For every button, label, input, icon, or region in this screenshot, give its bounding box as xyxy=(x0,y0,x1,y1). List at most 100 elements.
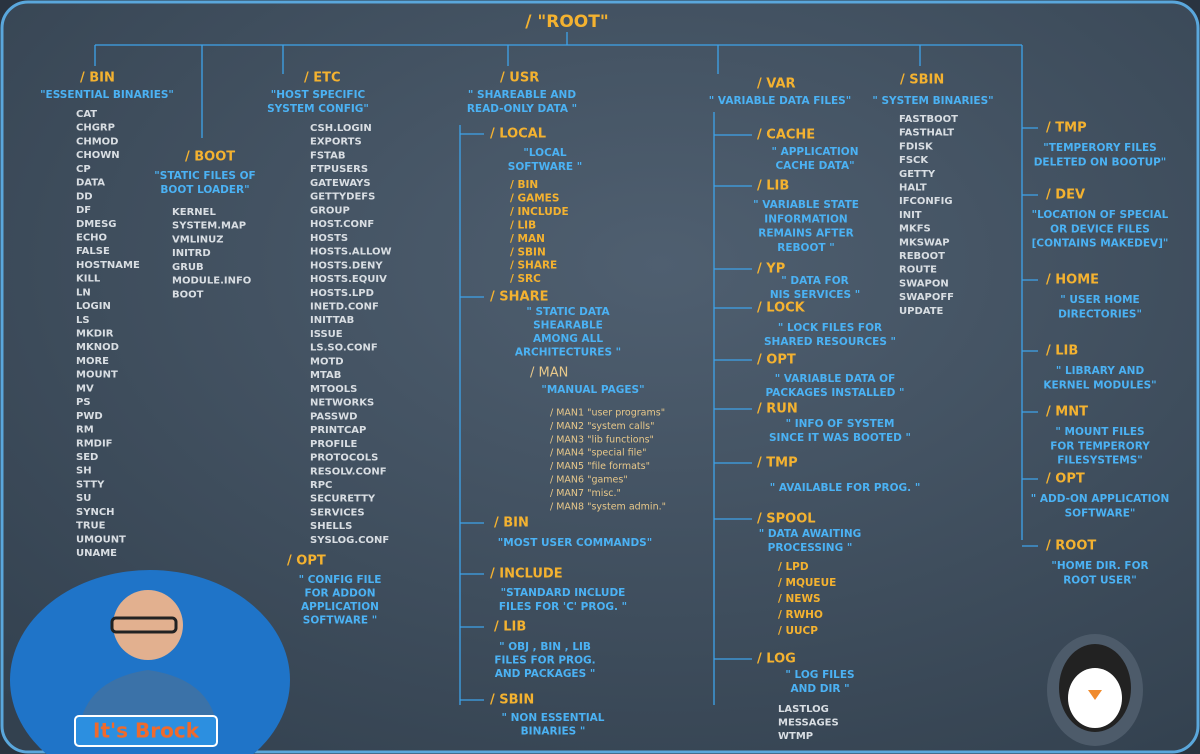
folder-item: MKSWAP xyxy=(899,237,950,248)
folder-title: / TMP xyxy=(1046,121,1087,136)
folder-title: / LOG xyxy=(757,652,796,667)
folder-item: / SBIN xyxy=(510,246,546,258)
folder-item: / INCLUDE xyxy=(510,206,569,218)
folder-item: / MAN2 "system calls" xyxy=(550,421,654,432)
folder-title: / OPT xyxy=(1046,472,1085,487)
folder-desc: SYSTEM CONFIG" xyxy=(267,103,369,115)
folder-item: FTPUSERS xyxy=(310,164,368,175)
folder-title: / LOCK xyxy=(757,301,806,316)
folder-desc: "MOST USER COMMANDS" xyxy=(498,537,652,549)
folder-item: DF xyxy=(76,205,91,216)
folder-item: MTOOLS xyxy=(310,384,357,395)
folder-item: MKNOD xyxy=(76,342,119,353)
folder-desc: PROCESSING " xyxy=(768,542,853,554)
folder-desc: AMONG ALL xyxy=(533,333,603,345)
folder-desc: KERNEL MODULES" xyxy=(1043,379,1156,391)
folder-desc: "HOME DIR. FOR xyxy=(1051,560,1148,572)
folder-item: MOUNT xyxy=(76,370,118,381)
folder-item: LOGIN xyxy=(76,301,111,312)
folder-title: / YP xyxy=(757,262,785,277)
folder-desc: APPLICATION xyxy=(301,601,379,613)
branch-line xyxy=(713,112,752,705)
folder-item: INITRD xyxy=(172,248,211,259)
folder-item: / NEWS xyxy=(778,593,821,605)
folder-item: SYSLOG.CONF xyxy=(310,535,389,546)
folder-item: RESOLV.CONF xyxy=(310,466,387,477)
folder-desc: ROOT USER" xyxy=(1063,574,1137,586)
folder-title: / BIN xyxy=(80,71,115,86)
folder-desc: "MANUAL PAGES" xyxy=(541,384,644,396)
folder-item: FDISK xyxy=(899,141,934,152)
folder-item: FASTBOOT xyxy=(899,114,958,125)
folder-desc: SOFTWARE" xyxy=(1065,507,1136,519)
folder-item: DD xyxy=(76,191,93,202)
badge xyxy=(74,715,218,747)
folder-title: / SPOOL xyxy=(757,512,816,527)
folder-item: MOTD xyxy=(310,356,344,367)
folder-item: SWAPON xyxy=(899,278,949,289)
folder-item: FASTHALT xyxy=(899,128,954,139)
folder-item: DATA xyxy=(76,178,105,189)
folder-title: / BIN xyxy=(494,516,529,531)
folder-desc: " MOUNT FILES xyxy=(1055,426,1144,438)
folder-desc: "ESSENTIAL BINARIES" xyxy=(40,89,174,101)
folder-title: / LIB xyxy=(1046,344,1078,359)
folder-item: TRUE xyxy=(76,521,106,532)
folder-item: MORE xyxy=(76,356,109,367)
folder-desc: " DATA AWAITING xyxy=(759,528,862,540)
badge-text: It's Brock xyxy=(93,719,200,743)
folder-item: PRINTCAP xyxy=(310,425,366,436)
folder-desc: SHEARABLE xyxy=(533,320,603,332)
folder-item: / UUCP xyxy=(778,625,818,637)
folder-item: RM xyxy=(76,425,94,436)
folder-item: UPDATE xyxy=(899,306,944,317)
folder-item: SU xyxy=(76,493,91,504)
folder-desc: " AVAILABLE FOR PROG. " xyxy=(770,482,921,494)
folder-desc: REMAINS AFTER xyxy=(758,228,853,240)
folder-title: / ROOT xyxy=(1046,539,1096,554)
folder-desc: " CONFIG FILE xyxy=(299,574,382,586)
folder-item: / MAN5 "file formats" xyxy=(550,461,650,472)
folder-desc: SOFTWARE " xyxy=(303,615,377,627)
folder-item: HALT xyxy=(899,183,927,194)
avatar-bg xyxy=(10,570,290,754)
folder-item: GETTYDEFS xyxy=(310,192,375,203)
folder-desc: PACKAGES INSTALLED " xyxy=(766,387,905,399)
folder-desc: AND PACKAGES " xyxy=(495,668,596,680)
folder-item: / MAN7 "misc." xyxy=(550,488,621,499)
folder-desc: FILES FOR 'C' PROG. " xyxy=(499,601,627,613)
folder-desc: [CONTAINS MAKEDEV]" xyxy=(1032,238,1169,250)
folder-title: / BOOT xyxy=(185,150,235,165)
folder-item: / MAN1 "user programs" xyxy=(550,408,665,419)
folder-title: / VAR xyxy=(757,77,796,92)
folder-desc: NIS SERVICES " xyxy=(770,289,860,301)
folder-item: STTY xyxy=(76,479,105,490)
folder-item: SED xyxy=(76,452,98,463)
folder-item: NETWORKS xyxy=(310,398,374,409)
folder-desc: DIRECTORIES" xyxy=(1058,308,1142,320)
folder-desc: AND DIR " xyxy=(790,683,849,695)
folder-item: GETTY xyxy=(899,169,936,180)
folder-desc: FILESYSTEMS" xyxy=(1057,455,1143,467)
folder-item: EXPORTS xyxy=(310,137,362,148)
folder-item: PS xyxy=(76,397,91,408)
folder-desc: " VARIABLE DATA OF xyxy=(775,373,896,385)
folder-item: / RWHO xyxy=(778,609,823,621)
folder-desc: "LOCATION OF SPECIAL xyxy=(1032,209,1169,221)
folder-item: INIT xyxy=(899,210,922,221)
folder-desc: SHARED RESOURCES " xyxy=(764,336,896,348)
folder-item: / MAN xyxy=(510,233,545,245)
folder-item: / SHARE xyxy=(510,260,557,272)
main-branches xyxy=(94,32,1023,540)
folder-item: / LIB xyxy=(510,219,536,231)
folder-desc: DELETED ON BOOTUP" xyxy=(1034,156,1167,168)
folder-item: MKDIR xyxy=(76,329,114,340)
folder-item: CSH.LOGIN xyxy=(310,123,372,134)
folder-desc: " VARIABLE DATA FILES" xyxy=(709,95,851,107)
folder-item: FSTAB xyxy=(310,150,345,161)
folder-title: / SBIN xyxy=(490,693,534,708)
folder-desc: SOFTWARE " xyxy=(508,161,582,173)
folder-item: PROTOCOLS xyxy=(310,453,378,464)
folder-desc: " DATA FOR xyxy=(781,275,848,287)
